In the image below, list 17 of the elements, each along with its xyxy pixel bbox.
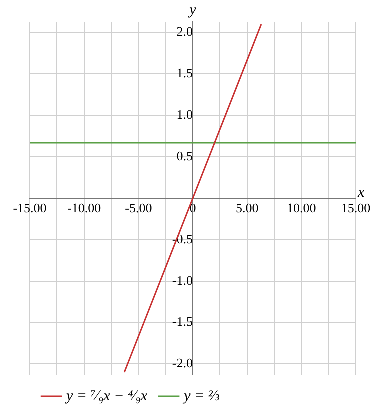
y-tick-label: -1.0: [172, 272, 193, 288]
y-tick-label: 2.0: [176, 24, 193, 40]
x-tick-label: 10.00: [287, 200, 316, 216]
y-tick-label: -2.0: [172, 356, 193, 371]
y-tick-label: 1.5: [176, 66, 193, 81]
legend-label: y = ⁷⁄₉x − ⁴⁄₉x: [64, 388, 148, 404]
y-tick-label: 1.0: [176, 107, 193, 122]
legend-label: y = ⅔: [182, 388, 220, 404]
y-tick-label: -1.5: [172, 314, 193, 330]
y-tick-label: 0.5: [176, 148, 193, 164]
x-tick-label: 15.00: [341, 200, 371, 216]
y-axis-title: y: [188, 2, 197, 18]
x-axis-title: x: [357, 184, 365, 201]
x-tick-label: 5.00: [236, 200, 259, 216]
x-tick-label: -10.00: [68, 200, 102, 216]
x-tick-label: -15.00: [13, 200, 47, 216]
x-tick-label: -5.00: [125, 200, 152, 216]
